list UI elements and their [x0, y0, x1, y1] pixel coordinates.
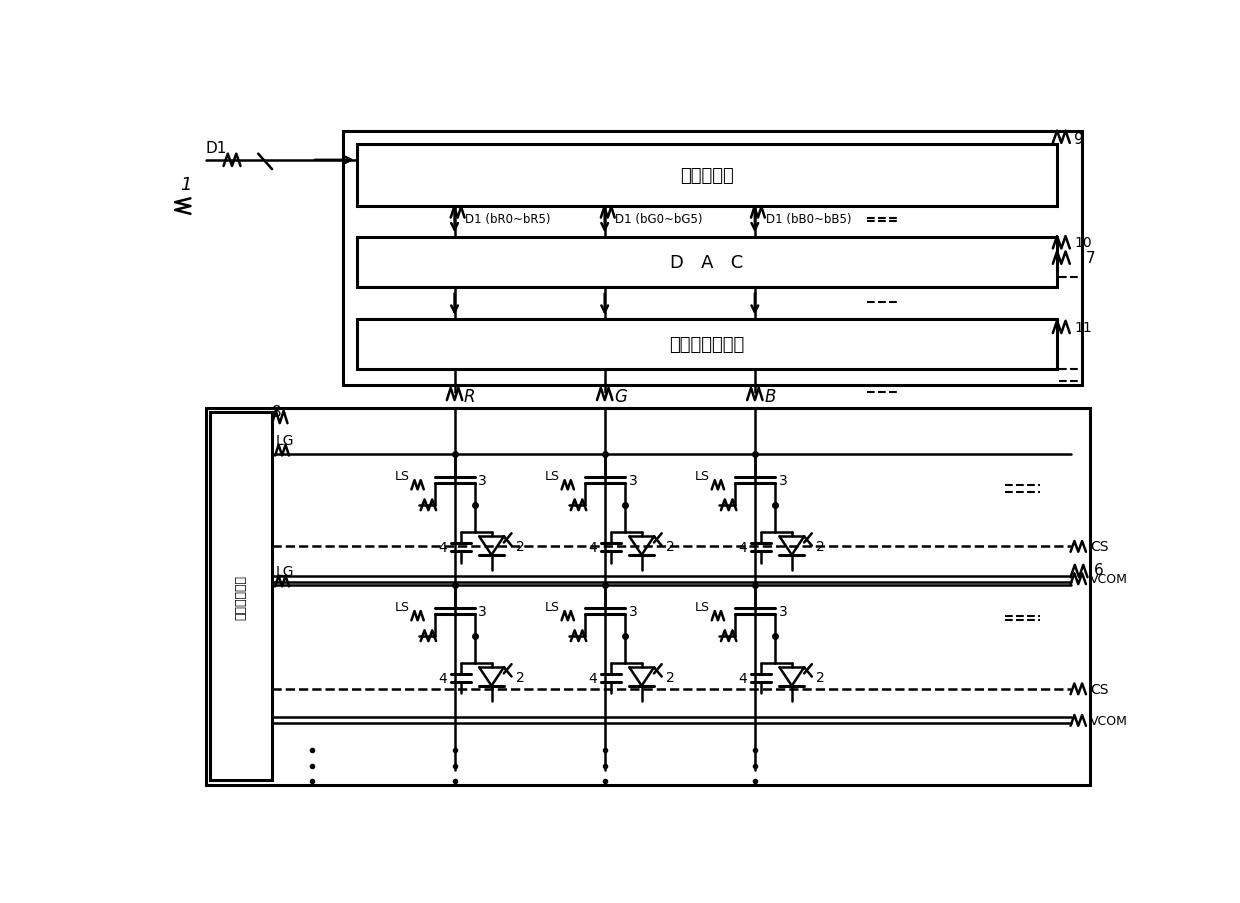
Text: D1 (bB0~bB5): D1 (bB0~bB5) — [765, 212, 851, 226]
Text: R: R — [464, 387, 475, 405]
Text: 3: 3 — [479, 604, 487, 619]
Text: 移位寄存器: 移位寄存器 — [681, 167, 734, 185]
Text: 垂直驱动电路: 垂直驱动电路 — [234, 574, 248, 619]
Text: 2: 2 — [666, 670, 675, 684]
Bar — [343, 132, 1083, 386]
Text: 2: 2 — [516, 539, 525, 553]
Text: D1: D1 — [206, 141, 227, 156]
Text: LS: LS — [394, 470, 410, 482]
Bar — [206, 408, 1090, 786]
Text: 4: 4 — [738, 671, 748, 685]
Text: 4: 4 — [588, 541, 596, 554]
Text: 2: 2 — [816, 539, 825, 553]
Text: 缓冲器电路部分: 缓冲器电路部分 — [670, 336, 745, 354]
Text: 1: 1 — [180, 176, 191, 194]
Text: B: B — [764, 387, 775, 405]
Text: VCOM: VCOM — [1090, 714, 1127, 727]
Text: 3: 3 — [779, 604, 787, 619]
Text: 4: 4 — [738, 541, 748, 554]
Text: 4: 4 — [588, 671, 596, 685]
Text: LS: LS — [394, 600, 410, 613]
Text: LG: LG — [275, 433, 294, 448]
Text: 2: 2 — [816, 670, 825, 684]
Text: LS: LS — [546, 470, 560, 482]
Text: 10: 10 — [1074, 236, 1092, 250]
Text: CS: CS — [1090, 540, 1109, 554]
Text: 3: 3 — [479, 474, 487, 488]
Text: 9: 9 — [1074, 132, 1084, 146]
Text: 11: 11 — [1074, 321, 1092, 334]
Text: 6: 6 — [1094, 563, 1104, 577]
Text: LG: LG — [275, 564, 294, 579]
Text: 3: 3 — [629, 474, 637, 488]
Text: 4: 4 — [438, 541, 446, 554]
Text: 4: 4 — [438, 671, 446, 685]
Text: LS: LS — [696, 470, 711, 482]
Text: D1 (bR0~bR5): D1 (bR0~bR5) — [465, 212, 551, 226]
Text: CS: CS — [1090, 682, 1109, 696]
Text: 3: 3 — [629, 604, 637, 619]
Text: 3: 3 — [779, 474, 787, 488]
Text: 7: 7 — [1086, 251, 1096, 265]
Text: 2: 2 — [516, 670, 525, 684]
Bar — [357, 145, 1058, 207]
Text: G: G — [614, 387, 626, 405]
Bar — [357, 320, 1058, 370]
Bar — [211, 413, 272, 780]
Text: LS: LS — [696, 600, 711, 613]
Text: 2: 2 — [666, 539, 675, 553]
Text: D1 (bG0~bG5): D1 (bG0~bG5) — [615, 212, 703, 226]
Text: VCOM: VCOM — [1090, 573, 1127, 585]
Bar — [357, 237, 1058, 287]
Text: D   A   C: D A C — [671, 254, 744, 272]
Text: 8: 8 — [272, 405, 281, 420]
Text: LS: LS — [546, 600, 560, 613]
